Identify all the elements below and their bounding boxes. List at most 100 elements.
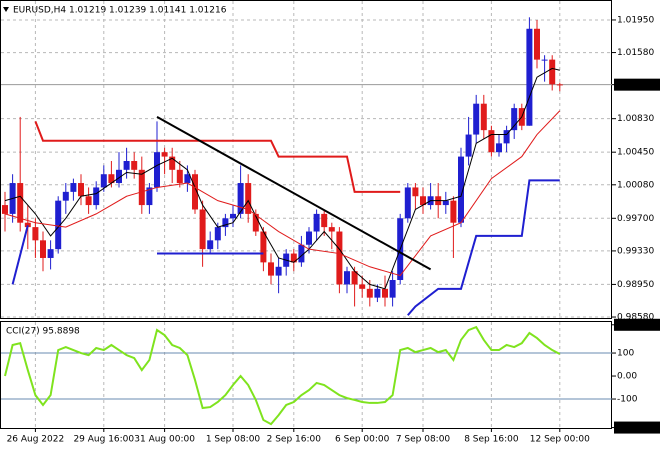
candle-body bbox=[344, 271, 350, 285]
indicator-line bbox=[4, 110, 561, 277]
y-tick-label: 222.8831 bbox=[617, 320, 660, 330]
y-tick-label: -224.0955 bbox=[617, 423, 660, 433]
candle-body bbox=[154, 152, 160, 188]
main-frame bbox=[0, 0, 612, 319]
x-tick-label: 2 Sep 16:00 bbox=[267, 435, 322, 445]
candle-body bbox=[359, 284, 366, 289]
y-tick-label: 0.98580 bbox=[617, 313, 654, 323]
candle-body bbox=[116, 169, 122, 184]
candle-body bbox=[306, 231, 312, 245]
candle-body bbox=[534, 28, 540, 60]
candle-body bbox=[245, 183, 252, 214]
candle-body bbox=[420, 196, 426, 206]
x-tick-label: 7 Sep 08:00 bbox=[396, 435, 451, 445]
candle-body bbox=[366, 288, 373, 298]
y-tick-label: -100 bbox=[617, 395, 638, 405]
price-label-box bbox=[614, 421, 660, 434]
price-label-box bbox=[614, 78, 660, 91]
candle-body bbox=[24, 222, 31, 228]
x-tick-label: 26 Aug 2022 bbox=[7, 435, 65, 445]
candle-body bbox=[496, 143, 502, 153]
candle-body bbox=[260, 231, 267, 263]
candle-body bbox=[389, 280, 396, 298]
candle-body bbox=[62, 191, 69, 201]
price-label-box bbox=[614, 318, 660, 331]
labels-layer: 1.01950 1.01580 1.01216 1.00830 1.00450 1.000… bbox=[7, 15, 660, 445]
candle-body bbox=[131, 160, 138, 170]
candle-body bbox=[161, 152, 168, 157]
candle-body bbox=[207, 240, 214, 250]
candle-body bbox=[313, 213, 320, 232]
candle-body bbox=[70, 183, 77, 192]
candle-body bbox=[93, 187, 100, 206]
candle-body bbox=[556, 84, 563, 86]
candle-body bbox=[298, 244, 305, 263]
candle-body bbox=[192, 174, 198, 210]
x-tick-label: 31 Aug 00:00 bbox=[134, 435, 195, 445]
candle-body bbox=[374, 288, 381, 298]
candle-body bbox=[123, 160, 130, 170]
x-tick-label: 29 Aug 16:00 bbox=[73, 435, 134, 445]
candle-body bbox=[268, 262, 274, 276]
y-tick-label: 1.00450 bbox=[617, 148, 654, 158]
symbol-menu-arrow[interactable] bbox=[3, 7, 9, 12]
candle-body bbox=[55, 200, 62, 250]
candle-body bbox=[511, 108, 518, 131]
candle-body bbox=[199, 209, 206, 250]
candle-body bbox=[503, 130, 510, 144]
candle-body bbox=[47, 249, 54, 258]
y-tick-label: 1.00830 bbox=[617, 114, 654, 124]
candle-body bbox=[382, 288, 388, 298]
candle-body bbox=[480, 103, 487, 131]
candle-body bbox=[78, 183, 84, 197]
y-tick-label: 1.01580 bbox=[617, 48, 654, 58]
candle-body bbox=[275, 266, 282, 276]
cci-title: CCI(27) 95.8898 bbox=[6, 327, 80, 337]
candle-body bbox=[321, 213, 328, 228]
chart-title: EURUSD,H4 1.01219 1.01239 1.01141 1.0121… bbox=[13, 6, 227, 16]
x-tick-label: 6 Sep 00:00 bbox=[335, 435, 390, 445]
cci-line bbox=[4, 325, 561, 426]
candle-body bbox=[138, 169, 145, 206]
y-tick-label: 100 bbox=[617, 349, 634, 359]
candle-body bbox=[458, 156, 464, 223]
candle-body bbox=[17, 183, 24, 223]
candle-body bbox=[549, 59, 556, 85]
candle-body bbox=[214, 227, 221, 241]
indicator-line bbox=[34, 120, 401, 193]
candle-body bbox=[473, 103, 480, 135]
x-tick-label: 12 Sep 00:00 bbox=[530, 435, 590, 445]
marks-layer bbox=[2, 17, 563, 426]
candle-body bbox=[32, 227, 39, 241]
candle-body bbox=[176, 169, 183, 184]
x-tick-label: 1 Sep 08:00 bbox=[206, 435, 261, 445]
candle-body bbox=[450, 200, 457, 223]
indicator-line bbox=[407, 179, 560, 316]
indicator-line bbox=[11, 225, 29, 285]
candle-body bbox=[404, 187, 411, 219]
candle-body bbox=[85, 196, 92, 206]
candle-body bbox=[541, 59, 548, 61]
y-tick-label: 0.99700 bbox=[617, 214, 654, 224]
candle-body bbox=[222, 218, 229, 228]
y-tick-label: 0.99330 bbox=[617, 246, 654, 256]
candle-body bbox=[336, 231, 343, 285]
candle-body bbox=[328, 227, 335, 232]
candle-body bbox=[412, 187, 419, 197]
candle-body bbox=[184, 174, 191, 184]
y-tick-label: 0.98950 bbox=[617, 280, 654, 290]
candle-body bbox=[169, 156, 176, 170]
candle-body bbox=[526, 28, 533, 126]
candle-body bbox=[100, 174, 107, 188]
candle-body bbox=[108, 174, 115, 184]
indicator-line bbox=[4, 67, 560, 290]
x-tick-label: 8 Sep 16:00 bbox=[464, 435, 519, 445]
y-tick-label: 1.00080 bbox=[617, 180, 654, 190]
y-tick-label: 0.00 bbox=[617, 372, 637, 382]
candle-body bbox=[442, 200, 449, 206]
candle-body bbox=[465, 134, 472, 157]
candle-body bbox=[40, 240, 46, 258]
candle-body bbox=[488, 130, 495, 153]
